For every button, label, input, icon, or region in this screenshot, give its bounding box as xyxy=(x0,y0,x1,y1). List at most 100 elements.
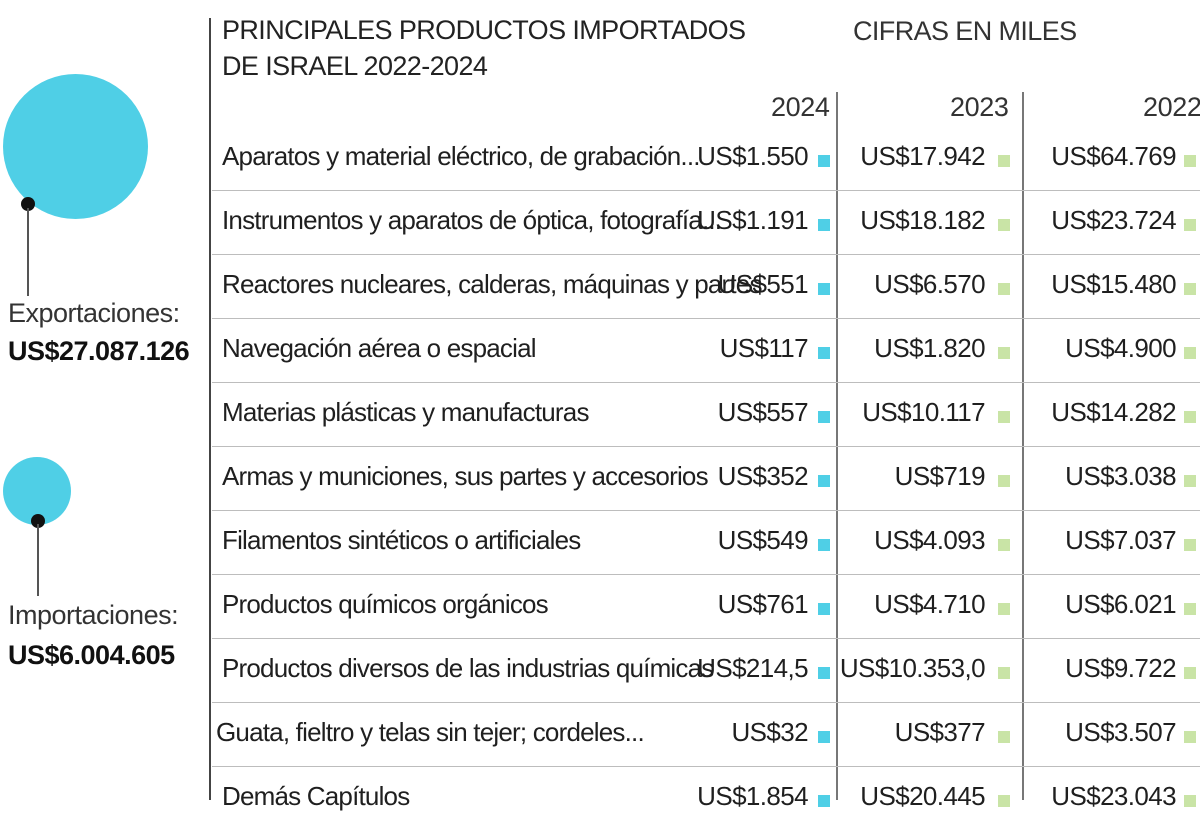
row-divider xyxy=(212,510,1200,511)
value-2024-swatch xyxy=(818,219,830,231)
exports-marker-dot xyxy=(21,197,35,211)
row-divider xyxy=(212,766,1200,767)
value-2023: US$18.182 xyxy=(860,205,985,235)
value-2022-swatch xyxy=(1184,283,1196,295)
value-2023-swatch xyxy=(998,603,1010,615)
value-2024: US$1.191 xyxy=(697,205,808,235)
value-2022: US$9.722 xyxy=(1065,653,1176,683)
value-2022-swatch xyxy=(1184,411,1196,423)
value-2022: US$3.507 xyxy=(1065,717,1176,747)
value-2023: US$6.570 xyxy=(874,269,985,299)
table-row: Productos diversos de las industrias quí… xyxy=(212,640,1200,704)
value-2023-swatch xyxy=(998,347,1010,359)
row-divider xyxy=(212,638,1200,639)
chart-title-line1: PRINCIPALES PRODUCTOS IMPORTADOS xyxy=(222,15,746,45)
row-divider xyxy=(212,574,1200,575)
value-2023-swatch xyxy=(998,539,1010,551)
value-2022: US$6.021 xyxy=(1065,589,1176,619)
value-2024-swatch xyxy=(818,731,830,743)
row-divider xyxy=(212,254,1200,255)
value-2023: US$4.710 xyxy=(874,589,985,619)
value-2024-swatch xyxy=(818,795,830,807)
value-2024-swatch xyxy=(818,347,830,359)
value-2023-swatch xyxy=(998,283,1010,295)
value-2023: US$1.820 xyxy=(874,333,985,363)
table-row: Aparatos y material eléctrico, de grabac… xyxy=(212,128,1200,192)
imports-marker-dot xyxy=(31,514,45,528)
table-row: Materias plásticas y manufacturas US$557 U… xyxy=(212,384,1200,448)
table-row: Filamentos sintéticos o artificiales US$5… xyxy=(212,512,1200,576)
value-2023-swatch xyxy=(998,667,1010,679)
value-2022: US$3.038 xyxy=(1065,461,1176,491)
product-name: Reactores nucleares, calderas, máquinas … xyxy=(222,269,762,299)
value-2023: US$377 xyxy=(894,717,986,747)
product-name: Instrumentos y aparatos de óptica, fotog… xyxy=(222,205,722,235)
value-2024: US$551 xyxy=(717,269,809,299)
product-name: Armas y municiones, sus partes y accesor… xyxy=(222,461,709,491)
value-2022-swatch xyxy=(1184,667,1196,679)
value-2022: US$15.480 xyxy=(1051,269,1176,299)
value-2023: US$10.117 xyxy=(862,397,985,427)
value-2022-swatch xyxy=(1184,475,1196,487)
value-2023-swatch xyxy=(998,411,1010,423)
value-2024: US$557 xyxy=(717,397,809,427)
table-row: Reactores nucleares, calderas, máquinas … xyxy=(212,256,1200,320)
value-2024: US$352 xyxy=(717,461,809,491)
row-divider xyxy=(212,446,1200,447)
imports-bubble xyxy=(3,457,71,525)
table-row: Guata, fieltro y telas sin tejer; cordel… xyxy=(212,704,1200,768)
product-name: Navegación aérea o espacial xyxy=(222,333,537,363)
product-name: Materias plásticas y manufacturas xyxy=(222,397,589,427)
imports-label: Importaciones: xyxy=(8,600,179,630)
value-2022: US$14.282 xyxy=(1051,397,1176,427)
exports-stem xyxy=(27,208,29,296)
value-2022: US$7.037 xyxy=(1065,525,1176,555)
value-2024: US$1.854 xyxy=(697,781,808,811)
value-2024: US$32 xyxy=(731,717,809,747)
value-2023-swatch xyxy=(998,475,1010,487)
value-2023-swatch xyxy=(998,731,1010,743)
exports-bubble xyxy=(3,74,148,219)
value-2022-swatch xyxy=(1184,347,1196,359)
product-name: Productos diversos de las industrias quí… xyxy=(222,653,714,683)
value-2024-swatch xyxy=(818,539,830,551)
value-2024-swatch xyxy=(818,283,830,295)
chart-title: PRINCIPALES PRODUCTOS IMPORTADOS DE ISRA… xyxy=(222,12,746,84)
value-2022: US$64.769 xyxy=(1051,141,1176,171)
product-name: Aparatos y material eléctrico, de grabac… xyxy=(222,141,700,171)
imports-value: US$6.004.605 xyxy=(8,640,175,670)
table-row: Demás Capítulos US$1.854 US$20.445 US$23.04… xyxy=(212,768,1200,832)
value-2024-swatch xyxy=(818,411,830,423)
exports-label: Exportaciones: xyxy=(8,298,180,328)
table-row: Navegación aérea o espacial US$117 US$1.82… xyxy=(212,320,1200,384)
value-2024: US$214,5 xyxy=(697,653,808,683)
value-2022-swatch xyxy=(1184,539,1196,551)
value-2023: US$17.942 xyxy=(860,141,985,171)
value-2022: US$23.043 xyxy=(1051,781,1176,811)
value-2022: US$23.724 xyxy=(1051,205,1176,235)
table-row: Instrumentos y aparatos de óptica, fotog… xyxy=(212,192,1200,256)
value-2023: US$719 xyxy=(894,461,986,491)
year-header-2024: 2024 xyxy=(771,92,830,122)
year-header-2022: 2022 xyxy=(1143,92,1200,122)
chart-title-line2: DE ISRAEL 2022-2024 xyxy=(222,51,488,81)
value-2024: US$549 xyxy=(717,525,809,555)
value-2022: US$4.900 xyxy=(1065,333,1176,363)
table-row: Productos químicos orgánicos US$761 US$4.7… xyxy=(212,576,1200,640)
value-2023: US$20.445 xyxy=(860,781,985,811)
row-divider xyxy=(212,382,1200,383)
product-name: Filamentos sintéticos o artificiales xyxy=(222,525,581,555)
panel-divider xyxy=(209,18,211,800)
table-row: Armas y municiones, sus partes y accesor… xyxy=(212,448,1200,512)
imports-stem xyxy=(37,524,39,596)
product-name: Productos químicos orgánicos xyxy=(222,589,549,619)
value-2023: US$10.353,0 xyxy=(839,653,986,683)
row-divider xyxy=(212,318,1200,319)
value-2023-swatch xyxy=(998,795,1010,807)
value-2022-swatch xyxy=(1184,603,1196,615)
value-2024: US$1.550 xyxy=(697,141,808,171)
value-2022-swatch xyxy=(1184,155,1196,167)
row-divider xyxy=(212,702,1200,703)
value-2023-swatch xyxy=(998,155,1010,167)
value-2024: US$117 xyxy=(719,333,809,363)
